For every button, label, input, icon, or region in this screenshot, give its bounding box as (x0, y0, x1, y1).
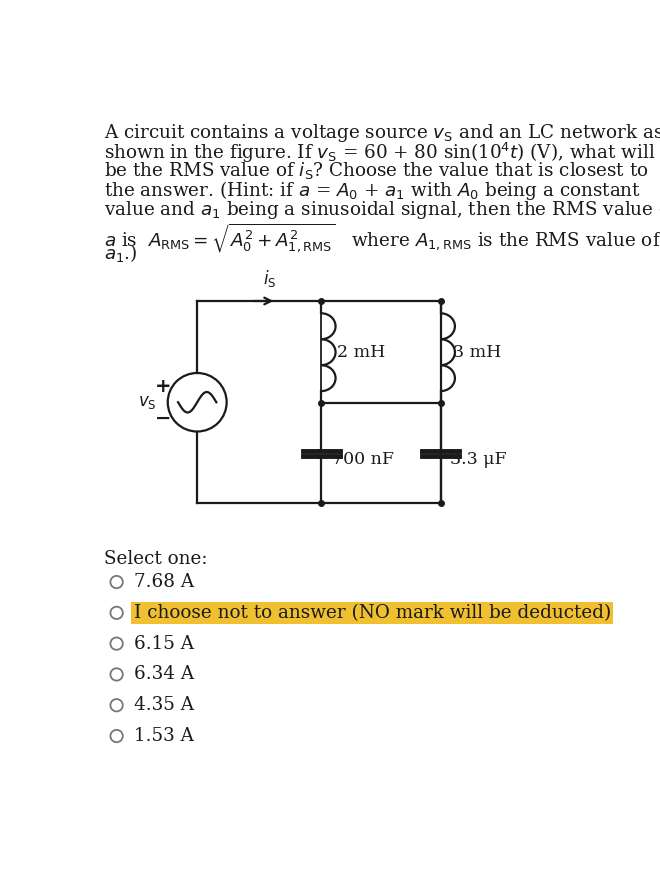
Text: 700 nF: 700 nF (332, 451, 394, 468)
Text: the answer. (Hint: if $a$ = $A_0$ + $a_1$ with $A_0$ being a constant: the answer. (Hint: if $a$ = $A_0$ + $a_1… (104, 180, 642, 202)
Text: Select one:: Select one: (104, 549, 208, 568)
Text: −: − (155, 409, 172, 428)
Text: 3 mH: 3 mH (453, 344, 502, 361)
Text: $i_\mathrm{S}$: $i_\mathrm{S}$ (263, 269, 277, 290)
Text: 1.53 A: 1.53 A (133, 727, 193, 745)
Text: I choose not to answer (NO mark will be deducted): I choose not to answer (NO mark will be … (133, 603, 611, 622)
Text: 4.35 A: 4.35 A (133, 696, 193, 714)
Text: 6.34 A: 6.34 A (133, 665, 194, 684)
Text: be the RMS value of $i_\mathrm{S}$? Choose the value that is closest to: be the RMS value of $i_\mathrm{S}$? Choo… (104, 160, 649, 181)
Text: 3.3 μF: 3.3 μF (450, 451, 506, 468)
Text: shown in the figure. If $v_\mathrm{S}$ = 60 + 80 sin(10$^4$$t$) (V), what will: shown in the figure. If $v_\mathrm{S}$ =… (104, 141, 656, 165)
Text: 6.15 A: 6.15 A (133, 635, 193, 652)
Text: $a$ is  $A_\mathrm{RMS}=\sqrt{A_0^2+A_{1,\mathrm{RMS}}^2}$   where $A_{1,\mathrm: $a$ is $A_\mathrm{RMS}=\sqrt{A_0^2+A_{1,… (104, 221, 660, 254)
Text: 2 mH: 2 mH (337, 344, 385, 361)
Text: A circuit contains a voltage source $v_\mathrm{S}$ and an LC network as: A circuit contains a voltage source $v_\… (104, 121, 660, 144)
Text: $a_1$.): $a_1$.) (104, 242, 138, 264)
Text: +: + (155, 377, 172, 396)
Text: $v_\mathrm{S}$: $v_\mathrm{S}$ (139, 394, 157, 411)
Text: 7.68 A: 7.68 A (133, 573, 194, 591)
Text: value and $a_1$ being a sinusoidal signal, then the RMS value of: value and $a_1$ being a sinusoidal signa… (104, 199, 660, 221)
